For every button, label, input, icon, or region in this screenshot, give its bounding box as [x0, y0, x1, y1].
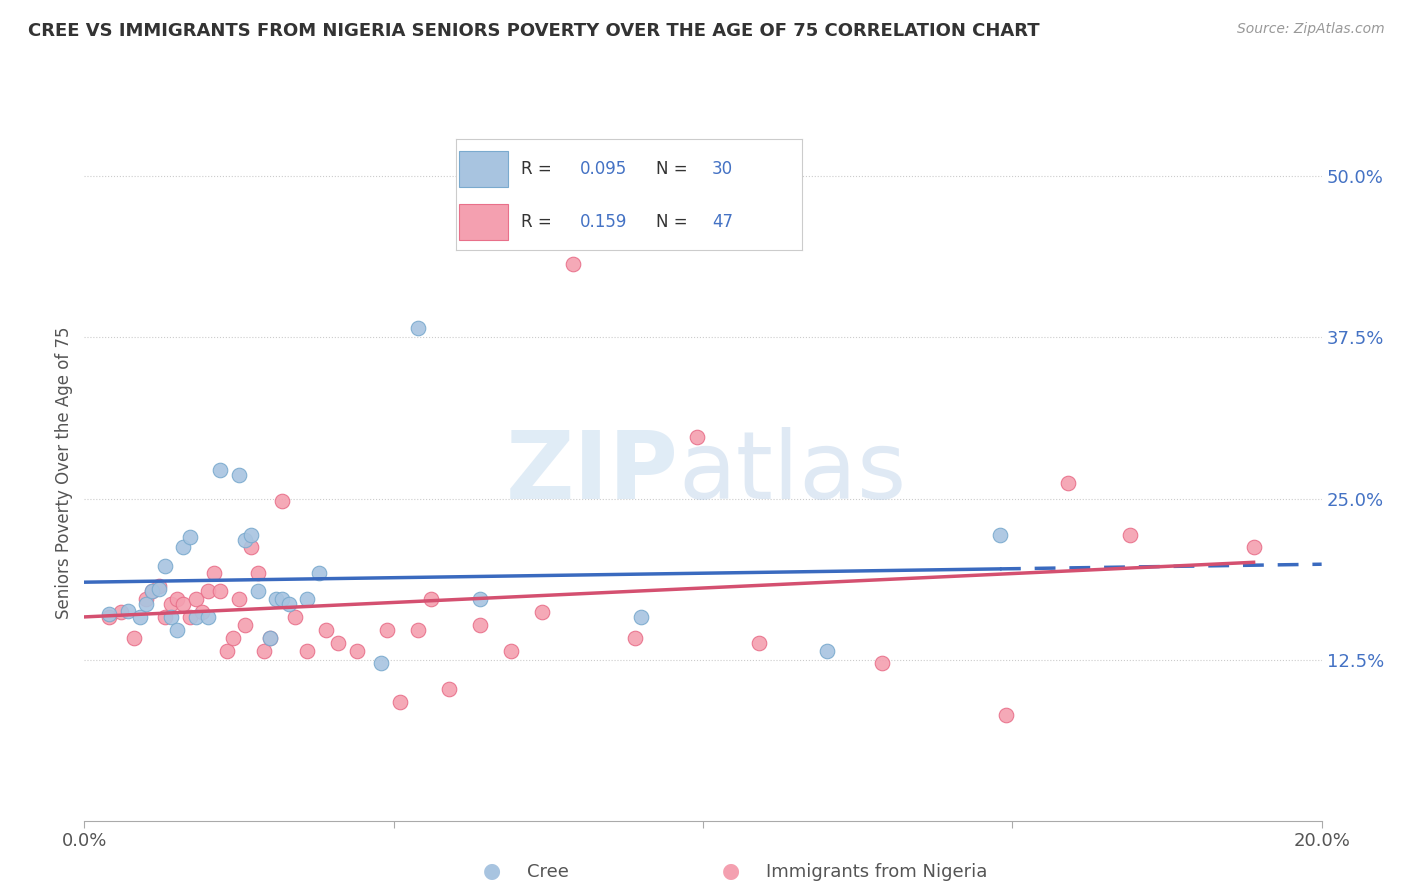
- Point: [228, 592, 250, 607]
- Point: [346, 643, 368, 657]
- Point: [501, 643, 523, 657]
- Point: [686, 430, 709, 444]
- Point: [377, 623, 399, 637]
- Point: [202, 566, 225, 581]
- Point: [815, 643, 838, 657]
- Point: [295, 592, 318, 607]
- Point: [117, 604, 139, 618]
- Point: [184, 610, 207, 624]
- Point: [295, 643, 318, 657]
- Point: [184, 592, 207, 607]
- Point: [141, 584, 163, 599]
- Point: [315, 623, 337, 637]
- Point: [129, 610, 152, 624]
- Point: [135, 597, 157, 611]
- Point: [98, 607, 121, 622]
- Text: ZIP: ZIP: [505, 426, 678, 519]
- Point: [253, 643, 276, 657]
- Point: [264, 592, 287, 607]
- Point: [222, 631, 245, 645]
- Point: [122, 631, 145, 645]
- Point: [240, 541, 263, 555]
- Point: [630, 610, 652, 624]
- Text: Cree: Cree: [527, 863, 569, 881]
- Point: [148, 579, 170, 593]
- Point: [233, 533, 256, 547]
- Point: [439, 682, 461, 697]
- Point: [191, 605, 214, 619]
- Point: [988, 527, 1011, 541]
- Point: [98, 610, 121, 624]
- Point: [408, 623, 430, 637]
- Point: [246, 584, 269, 599]
- Point: [246, 566, 269, 581]
- Point: [166, 592, 188, 607]
- Point: [308, 566, 330, 581]
- Point: [388, 695, 411, 709]
- Point: [271, 592, 294, 607]
- Point: [153, 558, 176, 573]
- Point: [153, 610, 176, 624]
- Point: [624, 631, 647, 645]
- Point: [408, 321, 430, 335]
- Point: [197, 610, 219, 624]
- Point: [370, 657, 392, 671]
- Point: [160, 610, 183, 624]
- Point: [1119, 527, 1142, 541]
- Point: [872, 657, 894, 671]
- Point: [141, 584, 163, 599]
- Point: [179, 530, 201, 544]
- Point: [259, 631, 281, 645]
- Point: [470, 617, 492, 632]
- Point: [209, 584, 232, 599]
- Text: Source: ZipAtlas.com: Source: ZipAtlas.com: [1237, 22, 1385, 37]
- Point: [419, 592, 441, 607]
- Point: [1057, 476, 1080, 491]
- Point: [470, 592, 492, 607]
- Point: [209, 463, 232, 477]
- Point: [160, 597, 183, 611]
- Text: CREE VS IMMIGRANTS FROM NIGERIA SENIORS POVERTY OVER THE AGE OF 75 CORRELATION C: CREE VS IMMIGRANTS FROM NIGERIA SENIORS …: [28, 22, 1040, 40]
- Point: [995, 708, 1018, 723]
- Point: [215, 643, 238, 657]
- Y-axis label: Seniors Poverty Over the Age of 75: Seniors Poverty Over the Age of 75: [55, 326, 73, 619]
- Point: [233, 617, 256, 632]
- Point: [562, 257, 585, 271]
- Point: [110, 605, 132, 619]
- Point: [172, 541, 194, 555]
- Point: [277, 597, 299, 611]
- Point: [748, 636, 770, 650]
- Point: [166, 623, 188, 637]
- Point: [284, 610, 307, 624]
- Point: [135, 592, 157, 607]
- Text: atlas: atlas: [678, 426, 907, 519]
- Point: [326, 636, 349, 650]
- Point: [228, 468, 250, 483]
- Point: [259, 631, 281, 645]
- Text: ●: ●: [484, 862, 501, 881]
- Point: [179, 610, 201, 624]
- Point: [271, 494, 294, 508]
- Point: [240, 527, 263, 541]
- Point: [148, 582, 170, 596]
- Point: [1243, 541, 1265, 555]
- Text: ●: ●: [723, 862, 740, 881]
- Point: [172, 597, 194, 611]
- Point: [197, 584, 219, 599]
- Point: [531, 605, 554, 619]
- Text: Immigrants from Nigeria: Immigrants from Nigeria: [766, 863, 987, 881]
